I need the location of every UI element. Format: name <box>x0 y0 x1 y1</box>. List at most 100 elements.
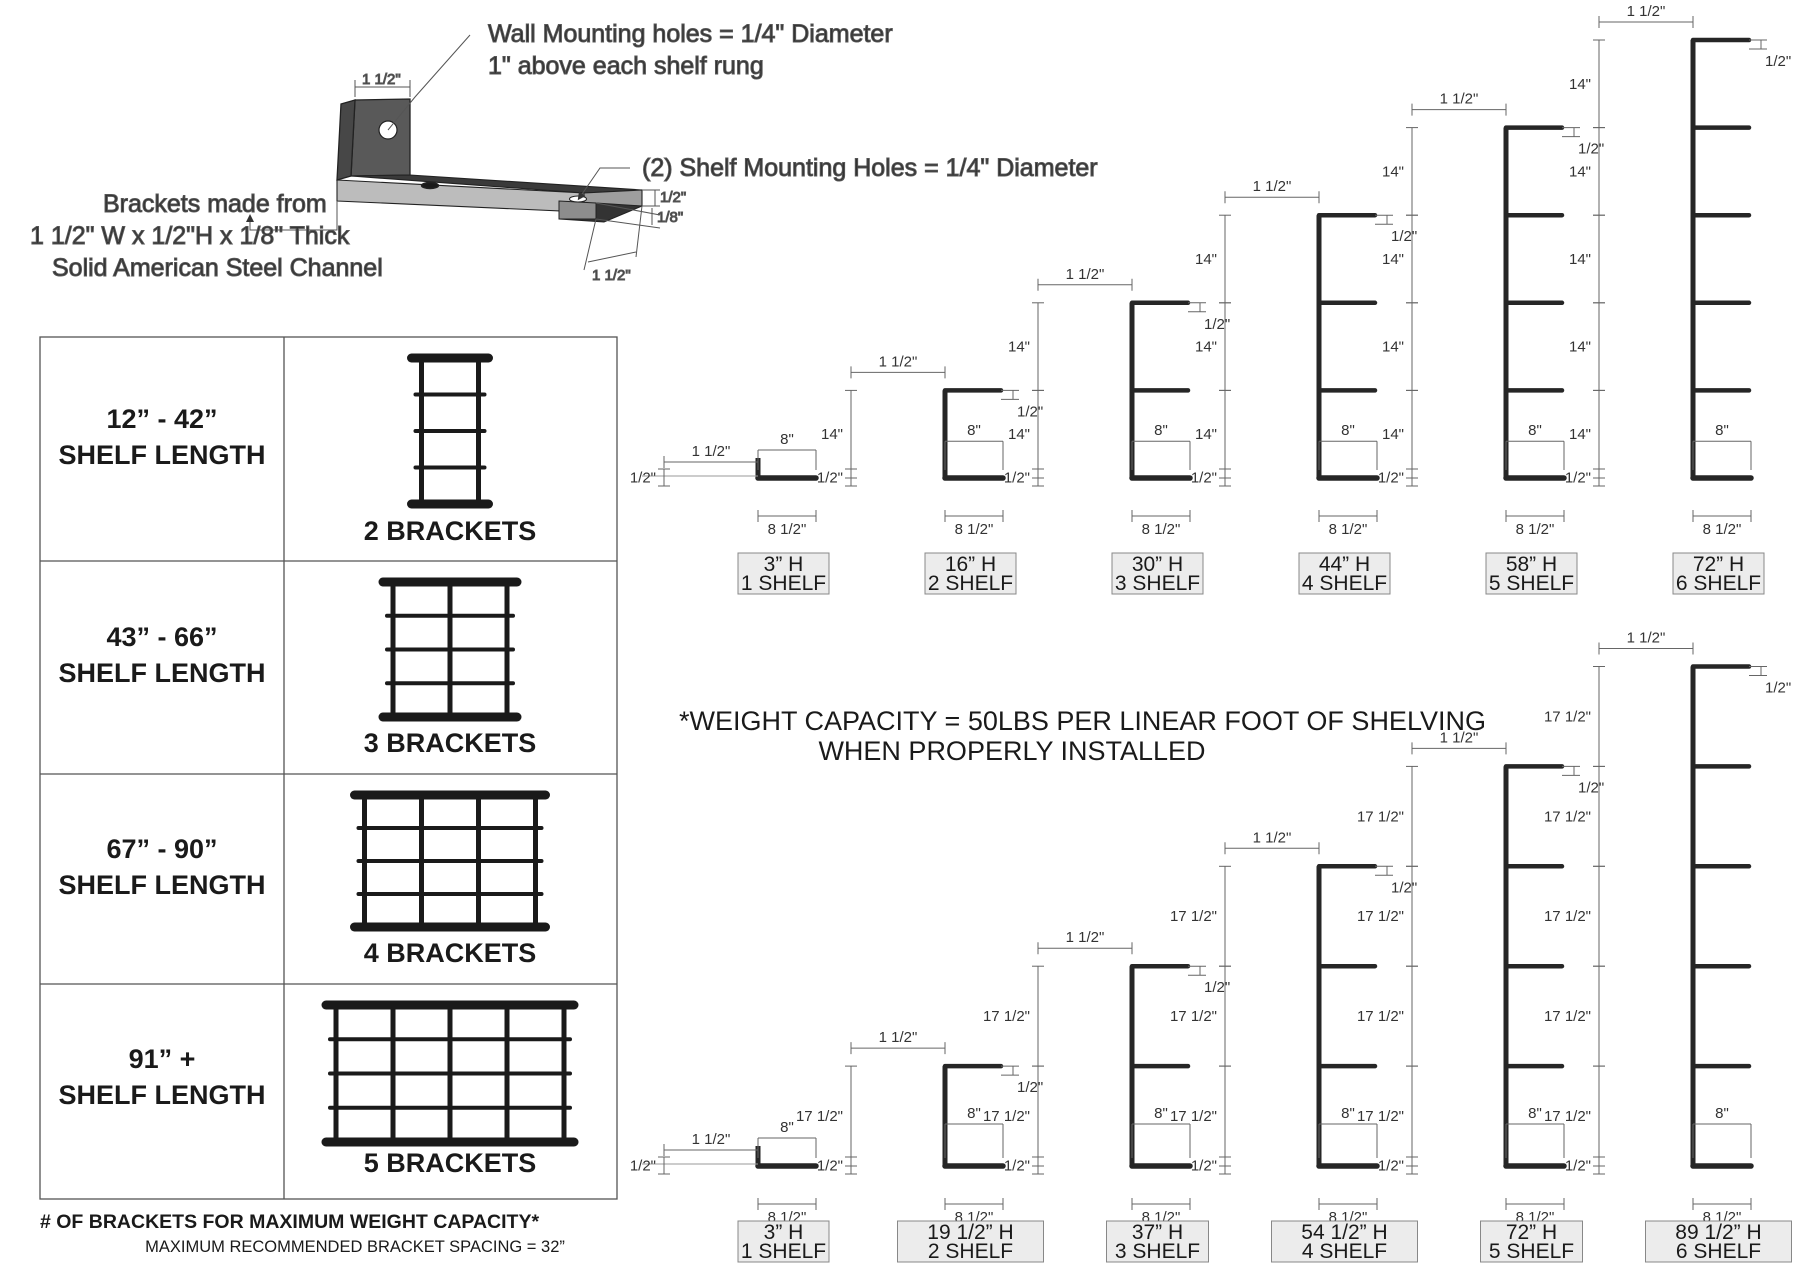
svg-text:1 1/2" W x 1/2"H x 1/8" Thick: 1 1/2" W x 1/2"H x 1/8" Thick <box>30 222 350 250</box>
svg-text:8": 8" <box>967 1105 981 1122</box>
svg-text:67” - 90”: 67” - 90” <box>106 834 217 864</box>
svg-text:1/2": 1/2" <box>1017 403 1043 420</box>
svg-text:SHELF LENGTH: SHELF LENGTH <box>59 870 266 900</box>
svg-text:SHELF LENGTH: SHELF LENGTH <box>59 658 266 688</box>
svg-text:1/2": 1/2" <box>1578 141 1604 158</box>
svg-text:8": 8" <box>1154 1105 1168 1122</box>
svg-text:3 SHELF: 3 SHELF <box>1115 1240 1200 1263</box>
svg-text:1/2": 1/2" <box>1565 1158 1591 1175</box>
svg-text:8": 8" <box>1154 422 1168 439</box>
svg-text:5 BRACKETS: 5 BRACKETS <box>364 1148 537 1178</box>
svg-text:1 1/2": 1 1/2" <box>1253 829 1292 846</box>
svg-text:1/2": 1/2" <box>1017 1079 1043 1096</box>
svg-text:1/2": 1/2" <box>1765 680 1791 697</box>
svg-text:4 SHELF: 4 SHELF <box>1302 572 1387 595</box>
svg-text:3 SHELF: 3 SHELF <box>1115 572 1200 595</box>
svg-text:5 SHELF: 5 SHELF <box>1489 1240 1574 1263</box>
svg-text:1/2": 1/2" <box>1204 979 1230 996</box>
svg-text:14": 14" <box>1569 339 1591 356</box>
svg-text:1 1/2": 1 1/2" <box>362 71 401 88</box>
svg-text:8 1/2": 8 1/2" <box>1142 521 1181 538</box>
svg-text:14": 14" <box>1382 339 1404 356</box>
svg-text:8 1/2": 8 1/2" <box>1516 521 1555 538</box>
svg-text:17 1/2": 17 1/2" <box>983 1008 1030 1025</box>
svg-text:1/2": 1/2" <box>1378 470 1404 487</box>
svg-text:14": 14" <box>1195 426 1217 443</box>
svg-text:1 1/2": 1 1/2" <box>1066 266 1105 283</box>
svg-text:14": 14" <box>1569 76 1591 93</box>
svg-text:2 BRACKETS: 2 BRACKETS <box>364 516 537 546</box>
svg-text:17 1/2": 17 1/2" <box>1544 709 1591 726</box>
svg-text:14": 14" <box>1382 251 1404 268</box>
svg-text:SHELF LENGTH: SHELF LENGTH <box>59 440 266 470</box>
svg-text:1/2": 1/2" <box>817 470 843 487</box>
svg-text:1/2": 1/2" <box>660 189 686 206</box>
svg-text:5 SHELF: 5 SHELF <box>1489 572 1574 595</box>
svg-text:17 1/2": 17 1/2" <box>983 1108 1030 1125</box>
svg-text:17 1/2": 17 1/2" <box>1544 908 1591 925</box>
svg-text:1 1/2": 1 1/2" <box>1066 929 1105 946</box>
svg-text:(2) Shelf Mounting Holes = 1/4: (2) Shelf Mounting Holes = 1/4" Diameter <box>642 154 1098 182</box>
svg-text:8": 8" <box>1341 1105 1355 1122</box>
svg-text:91” +: 91” + <box>129 1044 196 1074</box>
svg-text:17 1/2": 17 1/2" <box>1357 808 1404 825</box>
svg-text:6 SHELF: 6 SHELF <box>1676 1240 1761 1263</box>
svg-text:14": 14" <box>1008 426 1030 443</box>
svg-text:17 1/2": 17 1/2" <box>1544 1108 1591 1125</box>
svg-text:17 1/2": 17 1/2" <box>1170 908 1217 925</box>
svg-text:1/2": 1/2" <box>1191 1158 1217 1175</box>
svg-text:4 BRACKETS: 4 BRACKETS <box>364 938 537 968</box>
svg-text:17 1/2": 17 1/2" <box>1170 1108 1217 1125</box>
svg-text:14": 14" <box>821 426 843 443</box>
svg-text:8": 8" <box>1715 1105 1729 1122</box>
svg-text:SHELF LENGTH: SHELF LENGTH <box>59 1080 266 1110</box>
svg-text:8": 8" <box>1528 1105 1542 1122</box>
svg-text:1/2": 1/2" <box>1578 779 1604 796</box>
svg-text:1/2": 1/2" <box>1204 316 1230 333</box>
svg-text:2 SHELF: 2 SHELF <box>928 572 1013 595</box>
svg-text:14": 14" <box>1195 339 1217 356</box>
svg-text:8": 8" <box>1715 422 1729 439</box>
svg-text:14": 14" <box>1382 163 1404 180</box>
svg-text:8": 8" <box>1341 422 1355 439</box>
svg-text:1/2": 1/2" <box>1191 470 1217 487</box>
svg-text:# OF BRACKETS FOR MAXIMUM WEIG: # OF BRACKETS FOR MAXIMUM WEIGHT CAPACIT… <box>40 1211 539 1233</box>
svg-text:1" above each shelf rung: 1" above each shelf rung <box>488 52 764 80</box>
svg-text:1/2": 1/2" <box>1391 228 1417 245</box>
svg-text:43” - 66”: 43” - 66” <box>106 622 217 652</box>
svg-text:1 1/2": 1 1/2" <box>1440 91 1479 108</box>
svg-text:8 1/2": 8 1/2" <box>955 521 994 538</box>
svg-text:17 1/2": 17 1/2" <box>1170 1008 1217 1025</box>
svg-text:Wall Mounting holes = 1/4" Dia: Wall Mounting holes = 1/4" Diameter <box>488 20 893 48</box>
svg-text:8": 8" <box>1528 422 1542 439</box>
svg-text:17 1/2": 17 1/2" <box>1357 1008 1404 1025</box>
svg-text:1 1/2": 1 1/2" <box>692 1131 731 1148</box>
svg-text:1/2": 1/2" <box>1565 470 1591 487</box>
svg-text:1 1/2": 1 1/2" <box>879 353 918 370</box>
svg-text:8": 8" <box>967 422 981 439</box>
svg-text:Brackets made from: Brackets made from <box>103 190 327 218</box>
svg-text:1/2": 1/2" <box>817 1158 843 1175</box>
svg-text:*WEIGHT CAPACITY = 50LBS PER L: *WEIGHT CAPACITY = 50LBS PER LINEAR FOOT… <box>679 706 1486 736</box>
svg-text:Solid American Steel Channel: Solid American Steel Channel <box>52 254 383 282</box>
svg-text:WHEN PROPERLY INSTALLED: WHEN PROPERLY INSTALLED <box>818 736 1205 766</box>
svg-text:1/2": 1/2" <box>1765 53 1791 70</box>
svg-text:1 1/2": 1 1/2" <box>692 443 731 460</box>
svg-text:1/2": 1/2" <box>630 470 656 487</box>
svg-text:8": 8" <box>780 1119 794 1136</box>
svg-text:2 SHELF: 2 SHELF <box>928 1240 1013 1263</box>
svg-text:1 1/2": 1 1/2" <box>1627 630 1666 647</box>
svg-text:8": 8" <box>780 431 794 448</box>
svg-text:8 1/2": 8 1/2" <box>1703 521 1742 538</box>
svg-text:1 1/2": 1 1/2" <box>1253 178 1292 195</box>
svg-text:4 SHELF: 4 SHELF <box>1302 1240 1387 1263</box>
svg-text:14": 14" <box>1195 251 1217 268</box>
svg-text:6 SHELF: 6 SHELF <box>1676 572 1761 595</box>
svg-text:1/2": 1/2" <box>1378 1158 1404 1175</box>
svg-text:8 1/2": 8 1/2" <box>768 521 807 538</box>
svg-text:3 BRACKETS: 3 BRACKETS <box>364 728 537 758</box>
svg-text:MAXIMUM RECOMMENDED BRACKET SP: MAXIMUM RECOMMENDED BRACKET SPACING = 32… <box>145 1238 565 1256</box>
svg-text:14": 14" <box>1569 163 1591 180</box>
svg-text:1 1/2": 1 1/2" <box>1627 3 1666 20</box>
svg-text:14": 14" <box>1569 426 1591 443</box>
